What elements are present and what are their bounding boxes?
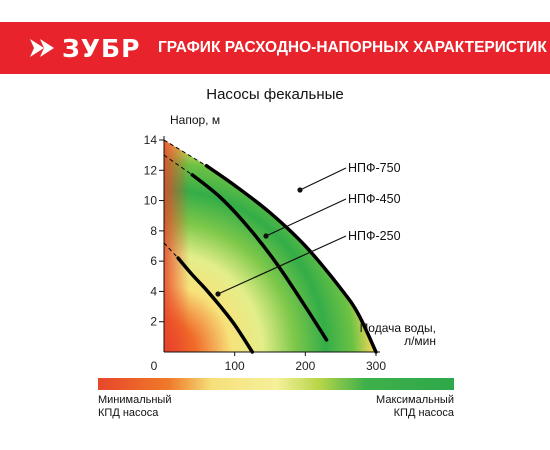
series-label: НПФ-250 bbox=[348, 229, 401, 243]
banner-title: ГРАФИК РАСХОДНО-НАПОРНЫХ ХАРАКТЕРИСТИК bbox=[158, 39, 547, 56]
curve-dashed-segment bbox=[163, 242, 179, 259]
efficiency-gradient-area bbox=[164, 140, 376, 352]
y-tick-label: 8 bbox=[150, 224, 157, 238]
y-tick-label: 6 bbox=[150, 254, 157, 268]
efficiency-area-edge bbox=[164, 140, 376, 352]
label-dot bbox=[215, 291, 221, 297]
x-tick-label: 300 bbox=[366, 359, 386, 373]
x-axis-label-line2: л/мин bbox=[404, 334, 436, 348]
y-tick-label: 4 bbox=[150, 284, 157, 298]
pump-curve bbox=[190, 173, 329, 342]
max-efficiency-line1: Максимальный bbox=[376, 394, 454, 406]
chart-title: Насосы фекальные bbox=[206, 86, 344, 103]
pump-curves: НПФ-750 НПФ-450 НПФ-250 bbox=[163, 139, 401, 354]
header-banner: ЗУБР ГРАФИК РАСХОДНО-НАПОРНЫХ ХАРАКТЕРИС… bbox=[0, 22, 550, 74]
y-tick-label: 12 bbox=[144, 163, 158, 177]
series-label: НПФ-450 bbox=[348, 192, 401, 206]
curve-dashed-segment bbox=[163, 139, 207, 167]
label-dot bbox=[263, 233, 269, 239]
min-efficiency-label: Минимальный КПД насоса bbox=[98, 394, 171, 420]
efficiency-scale-bar bbox=[98, 378, 454, 390]
y-tick-label: 10 bbox=[144, 194, 158, 208]
x-tick-label: 0 bbox=[151, 359, 158, 373]
label-leader-line bbox=[217, 235, 347, 295]
brand-name: ЗУБР bbox=[62, 33, 141, 63]
min-efficiency-line1: Минимальный bbox=[98, 394, 172, 406]
chart-labels: Напор, м Подача воды,л/мин bbox=[170, 113, 436, 348]
x-tick-label: 200 bbox=[295, 359, 315, 373]
max-efficiency-line2: КПД насоса bbox=[393, 407, 454, 419]
min-efficiency-line2: КПД насоса bbox=[98, 407, 159, 419]
curve-dashed-segment bbox=[163, 154, 193, 176]
y-tick-label: 2 bbox=[150, 315, 157, 329]
label-leader-line bbox=[265, 198, 347, 237]
label-leader-line bbox=[299, 167, 347, 191]
brand-logo: ЗУБР bbox=[30, 22, 140, 74]
pump-curve bbox=[176, 256, 255, 354]
logo-arrow-icon bbox=[30, 39, 54, 57]
label-dot bbox=[297, 187, 303, 193]
x-tick-label: 100 bbox=[225, 359, 245, 373]
series-label: НПФ-750 bbox=[348, 161, 401, 175]
axes: 2 4 6 8 10 12 14 0 100 200 300 bbox=[144, 133, 387, 373]
max-efficiency-label: Максимальный КПД насоса bbox=[376, 394, 454, 420]
x-axis-label-line1: Подача воды, bbox=[360, 321, 436, 335]
y-axis-label: Напор, м bbox=[170, 113, 220, 127]
pump-curve bbox=[204, 163, 378, 354]
y-tick-label: 14 bbox=[144, 133, 158, 147]
